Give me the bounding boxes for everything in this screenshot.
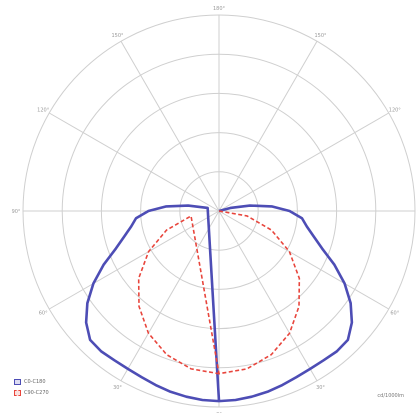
grid-spoke [218,41,318,212]
angle-tick-label: 30° [316,385,325,391]
grid-spoke [120,41,220,212]
grid-spoke [49,210,220,310]
grid-spoke [218,210,389,310]
legend: C0-C180 C90-C270 [14,376,49,398]
grid-spoke [49,112,220,212]
legend-item-c90-c270: C90-C270 [14,387,49,398]
legend-swatch-blue [14,378,21,385]
unit-label: cd/1000lm [377,393,404,399]
series-curve-c90-c270 [137,210,301,375]
angle-tick-label: 180° [213,6,226,12]
polar-grid [22,14,416,408]
angle-tick-label: 120° [389,108,402,114]
angle-tick-label: 60° [390,311,399,317]
angle-tick-label: 60° [39,311,48,317]
angle-tick-label: 150° [314,33,327,39]
series-curve-c0-c180 [84,204,354,403]
legend-item-c0-c180: C0-C180 [14,376,49,387]
angle-tick-label: 120° [37,108,50,114]
angle-tick-label: 90° [12,209,21,215]
grid-spoke [120,210,220,381]
angle-tick-label: 30° [113,385,122,391]
grid-spoke [218,210,318,381]
legend-label-c90-c270: C90-C270 [24,389,49,396]
angle-tick-label: 150° [111,33,124,39]
intensity-curves [84,204,354,403]
legend-label-c0-c180: C0-C180 [24,378,46,385]
legend-swatch-red [14,389,21,396]
grid-spoke [218,112,389,212]
angle-labels: 180°150°120°90°60°30°0°30°60°90°120°150° [12,6,418,413]
